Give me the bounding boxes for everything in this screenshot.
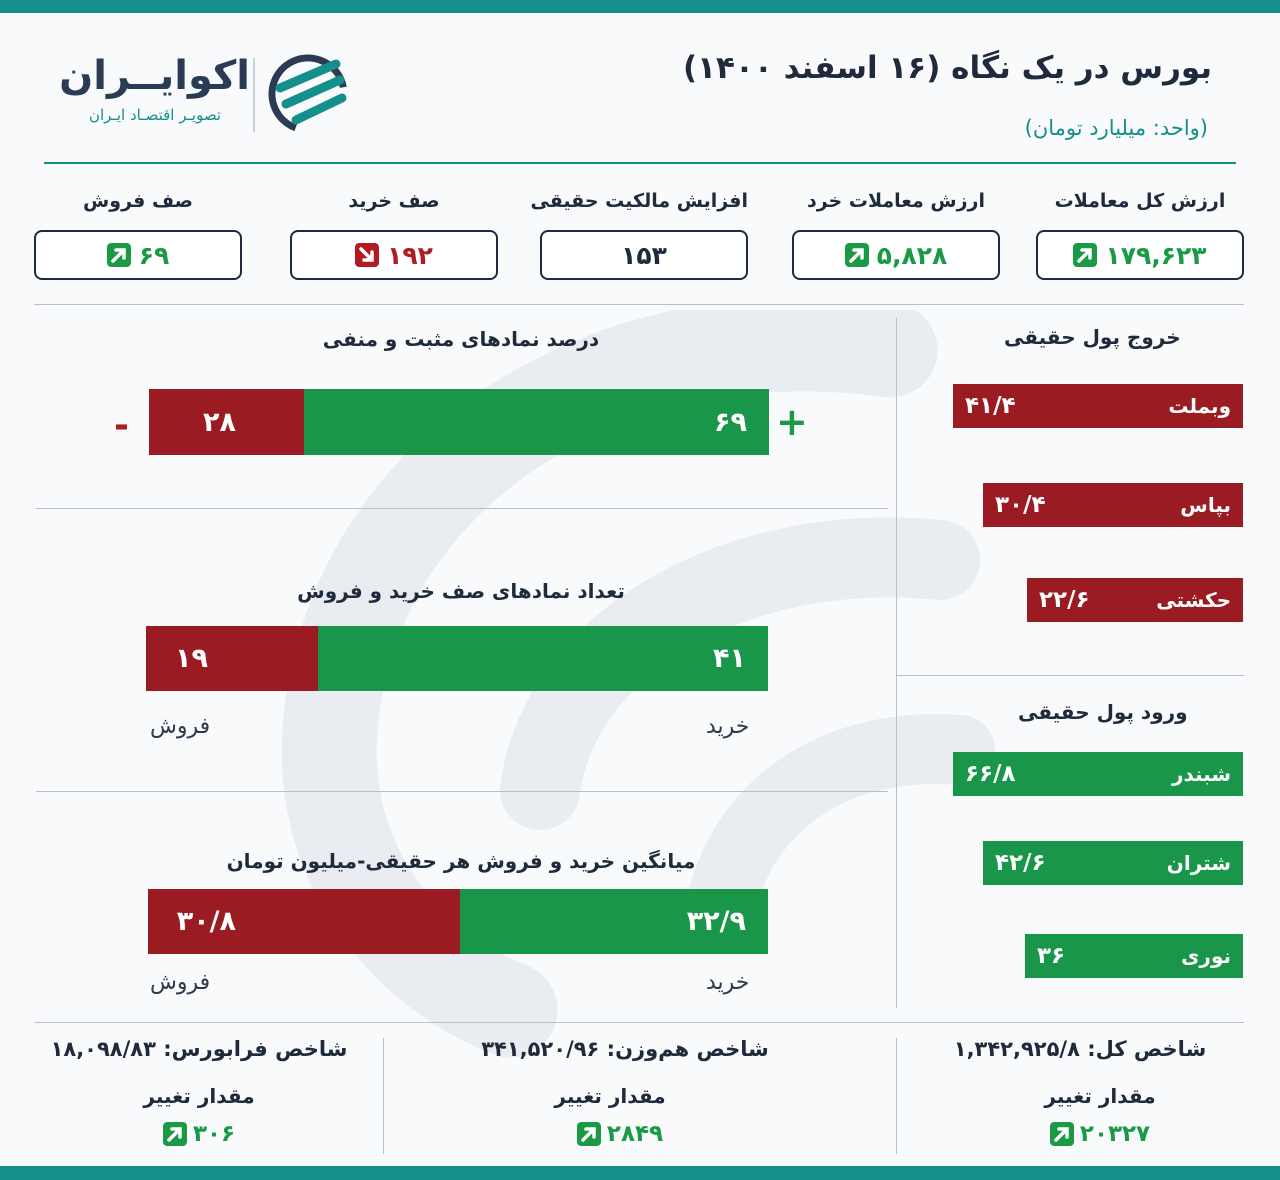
symbol-value: ۴۱/۴	[965, 393, 1016, 419]
money-in-item: نوری ۳۶	[1025, 934, 1243, 978]
divider	[34, 1022, 1244, 1023]
index-equal-weight-change-label: مقدار تغییر	[554, 1084, 666, 1108]
index-equal-weight-change: ۲۸۴۹	[420, 1121, 820, 1147]
page-title: بورس در یک نگاه (۱۶ اسفند ۱۴۰۰)	[682, 50, 1212, 86]
panel-divider	[896, 318, 897, 1008]
sell-label: فروش	[150, 714, 211, 739]
buy-label: خرید	[706, 970, 750, 995]
money-in-item: شتران ۴۲/۶	[983, 841, 1243, 885]
negative-bar: ۲۸	[149, 389, 304, 455]
index-divider	[896, 1038, 897, 1154]
stat-box-ownership: ۱۵۳	[540, 230, 748, 280]
symbol-name: بپاس	[1180, 493, 1231, 517]
symbol-name: نوری	[1181, 944, 1231, 968]
symbol-name: شتران	[1166, 851, 1231, 875]
index-farabourse-change: ۳۰۶	[34, 1121, 364, 1147]
divider	[34, 304, 1244, 305]
buy-label: خرید	[706, 714, 750, 739]
index-farabourse-title: شاخص فرابورس: ۱۸,۰۹۸/۸۳	[50, 1037, 348, 1061]
symbol-value: ۴۲/۶	[995, 850, 1046, 876]
index-total-title: شاخص کل: ۱,۳۴۲,۹۲۵/۸	[953, 1037, 1207, 1061]
stat-box-retail-value: ۵,۸۲۸	[792, 230, 1000, 280]
divider	[36, 791, 888, 792]
buy-queue-bar: ۴۱	[318, 626, 768, 691]
section-title-queues: تعداد نمادهای صف خرید و فروش	[297, 579, 625, 603]
index-farabourse-change-label: مقدار تغییر	[143, 1084, 255, 1108]
symbol-name: حکشتی	[1156, 588, 1231, 612]
arrow-up-icon	[1049, 1122, 1074, 1146]
header-divider	[44, 162, 1236, 164]
symbol-value: ۳۶	[1037, 943, 1066, 969]
arrow-up-icon	[576, 1122, 601, 1146]
average-sell-bar: ۳۰/۸	[148, 889, 460, 954]
ecoiran-logo-icon	[268, 54, 348, 134]
bottom-accent-bar	[0, 1166, 1280, 1180]
stat-box-total-value: ۱۷۹,۶۲۳	[1036, 230, 1244, 280]
divider	[36, 508, 888, 509]
stat-label-retail-value: ارزش معاملات خرد	[806, 190, 985, 212]
symbol-name: وبملت	[1168, 394, 1231, 418]
index-equal-weight-title: شاخص هم‌وزن: ۳۴۱,۵۲۰/۹۶	[481, 1037, 769, 1061]
arrow-up-icon	[844, 243, 869, 267]
money-out-item: بپاس ۳۰/۴	[983, 483, 1243, 527]
sell-queue-bar: ۱۹	[146, 626, 318, 691]
stat-value: ۵,۸۲۸	[876, 240, 948, 270]
minus-sign: -	[114, 405, 129, 446]
plus-sign: +	[776, 400, 808, 444]
change-value: ۳۰۶	[192, 1121, 236, 1147]
stat-box-sell-queue: ۶۹	[34, 230, 242, 280]
symbol-value: ۳۰/۴	[995, 492, 1046, 518]
stat-value: ۱۹۲	[387, 240, 433, 270]
symbol-value: ۲۲/۶	[1039, 587, 1090, 613]
positive-bar: ۶۹	[304, 389, 769, 455]
change-value: ۲۰۳۲۷	[1079, 1121, 1151, 1147]
logo: اکوایــران تصویـر اقتصـاد ایـران	[59, 53, 250, 124]
unit-caption: (واحد: میلیارد تومان)	[1024, 116, 1208, 140]
money-in-item: شبندر ۶۶/۸	[953, 752, 1243, 796]
index-divider	[383, 1038, 384, 1154]
index-total-change-label: مقدار تغییر	[1044, 1084, 1156, 1108]
change-value: ۲۸۴۹	[606, 1121, 664, 1147]
sell-label: فروش	[150, 970, 211, 995]
stat-box-buy-queue: ۱۹۲	[290, 230, 498, 280]
stat-value: ۶۹	[138, 240, 170, 270]
stat-label-buy-queue: صف خرید	[348, 190, 440, 212]
logo-divider	[253, 58, 255, 132]
symbol-value: ۶۶/۸	[965, 761, 1016, 787]
section-title-average: میانگین خرید و فروش هر حقیقی-میلیون توما…	[226, 849, 696, 873]
divider	[896, 675, 1244, 676]
symbol-name: شبندر	[1171, 762, 1231, 786]
logo-tagline: تصویـر اقتصـاد ایـران	[88, 106, 222, 124]
stat-label-sell-queue: صف فروش	[83, 190, 193, 212]
arrow-down-icon	[355, 243, 380, 267]
money-out-item: وبملت ۴۱/۴	[953, 384, 1243, 428]
arrow-up-icon	[106, 243, 131, 267]
stat-value: ۱۵۳	[621, 240, 667, 270]
stat-label-ownership: افزایش مالکیت حقیقی	[530, 190, 748, 212]
arrow-up-icon	[1073, 243, 1098, 267]
money-out-item: حکشتی ۲۲/۶	[1027, 578, 1243, 622]
stat-label-total-value: ارزش کل معاملات	[1054, 190, 1226, 212]
arrow-up-icon	[162, 1122, 187, 1146]
money-out-title: خروج پول حقیقی	[1004, 325, 1181, 349]
money-in-title: ورود پول حقیقی	[1018, 700, 1188, 724]
top-accent-bar	[0, 0, 1280, 13]
index-total-change: ۲۰۳۲۷	[930, 1121, 1270, 1147]
section-title-positive-negative: درصد نمادهای مثبت و منفی	[322, 327, 600, 351]
stat-value: ۱۷۹,۶۲۳	[1105, 240, 1207, 270]
logo-name: اکوایــران	[59, 53, 250, 99]
average-buy-bar: ۳۲/۹	[460, 889, 768, 954]
